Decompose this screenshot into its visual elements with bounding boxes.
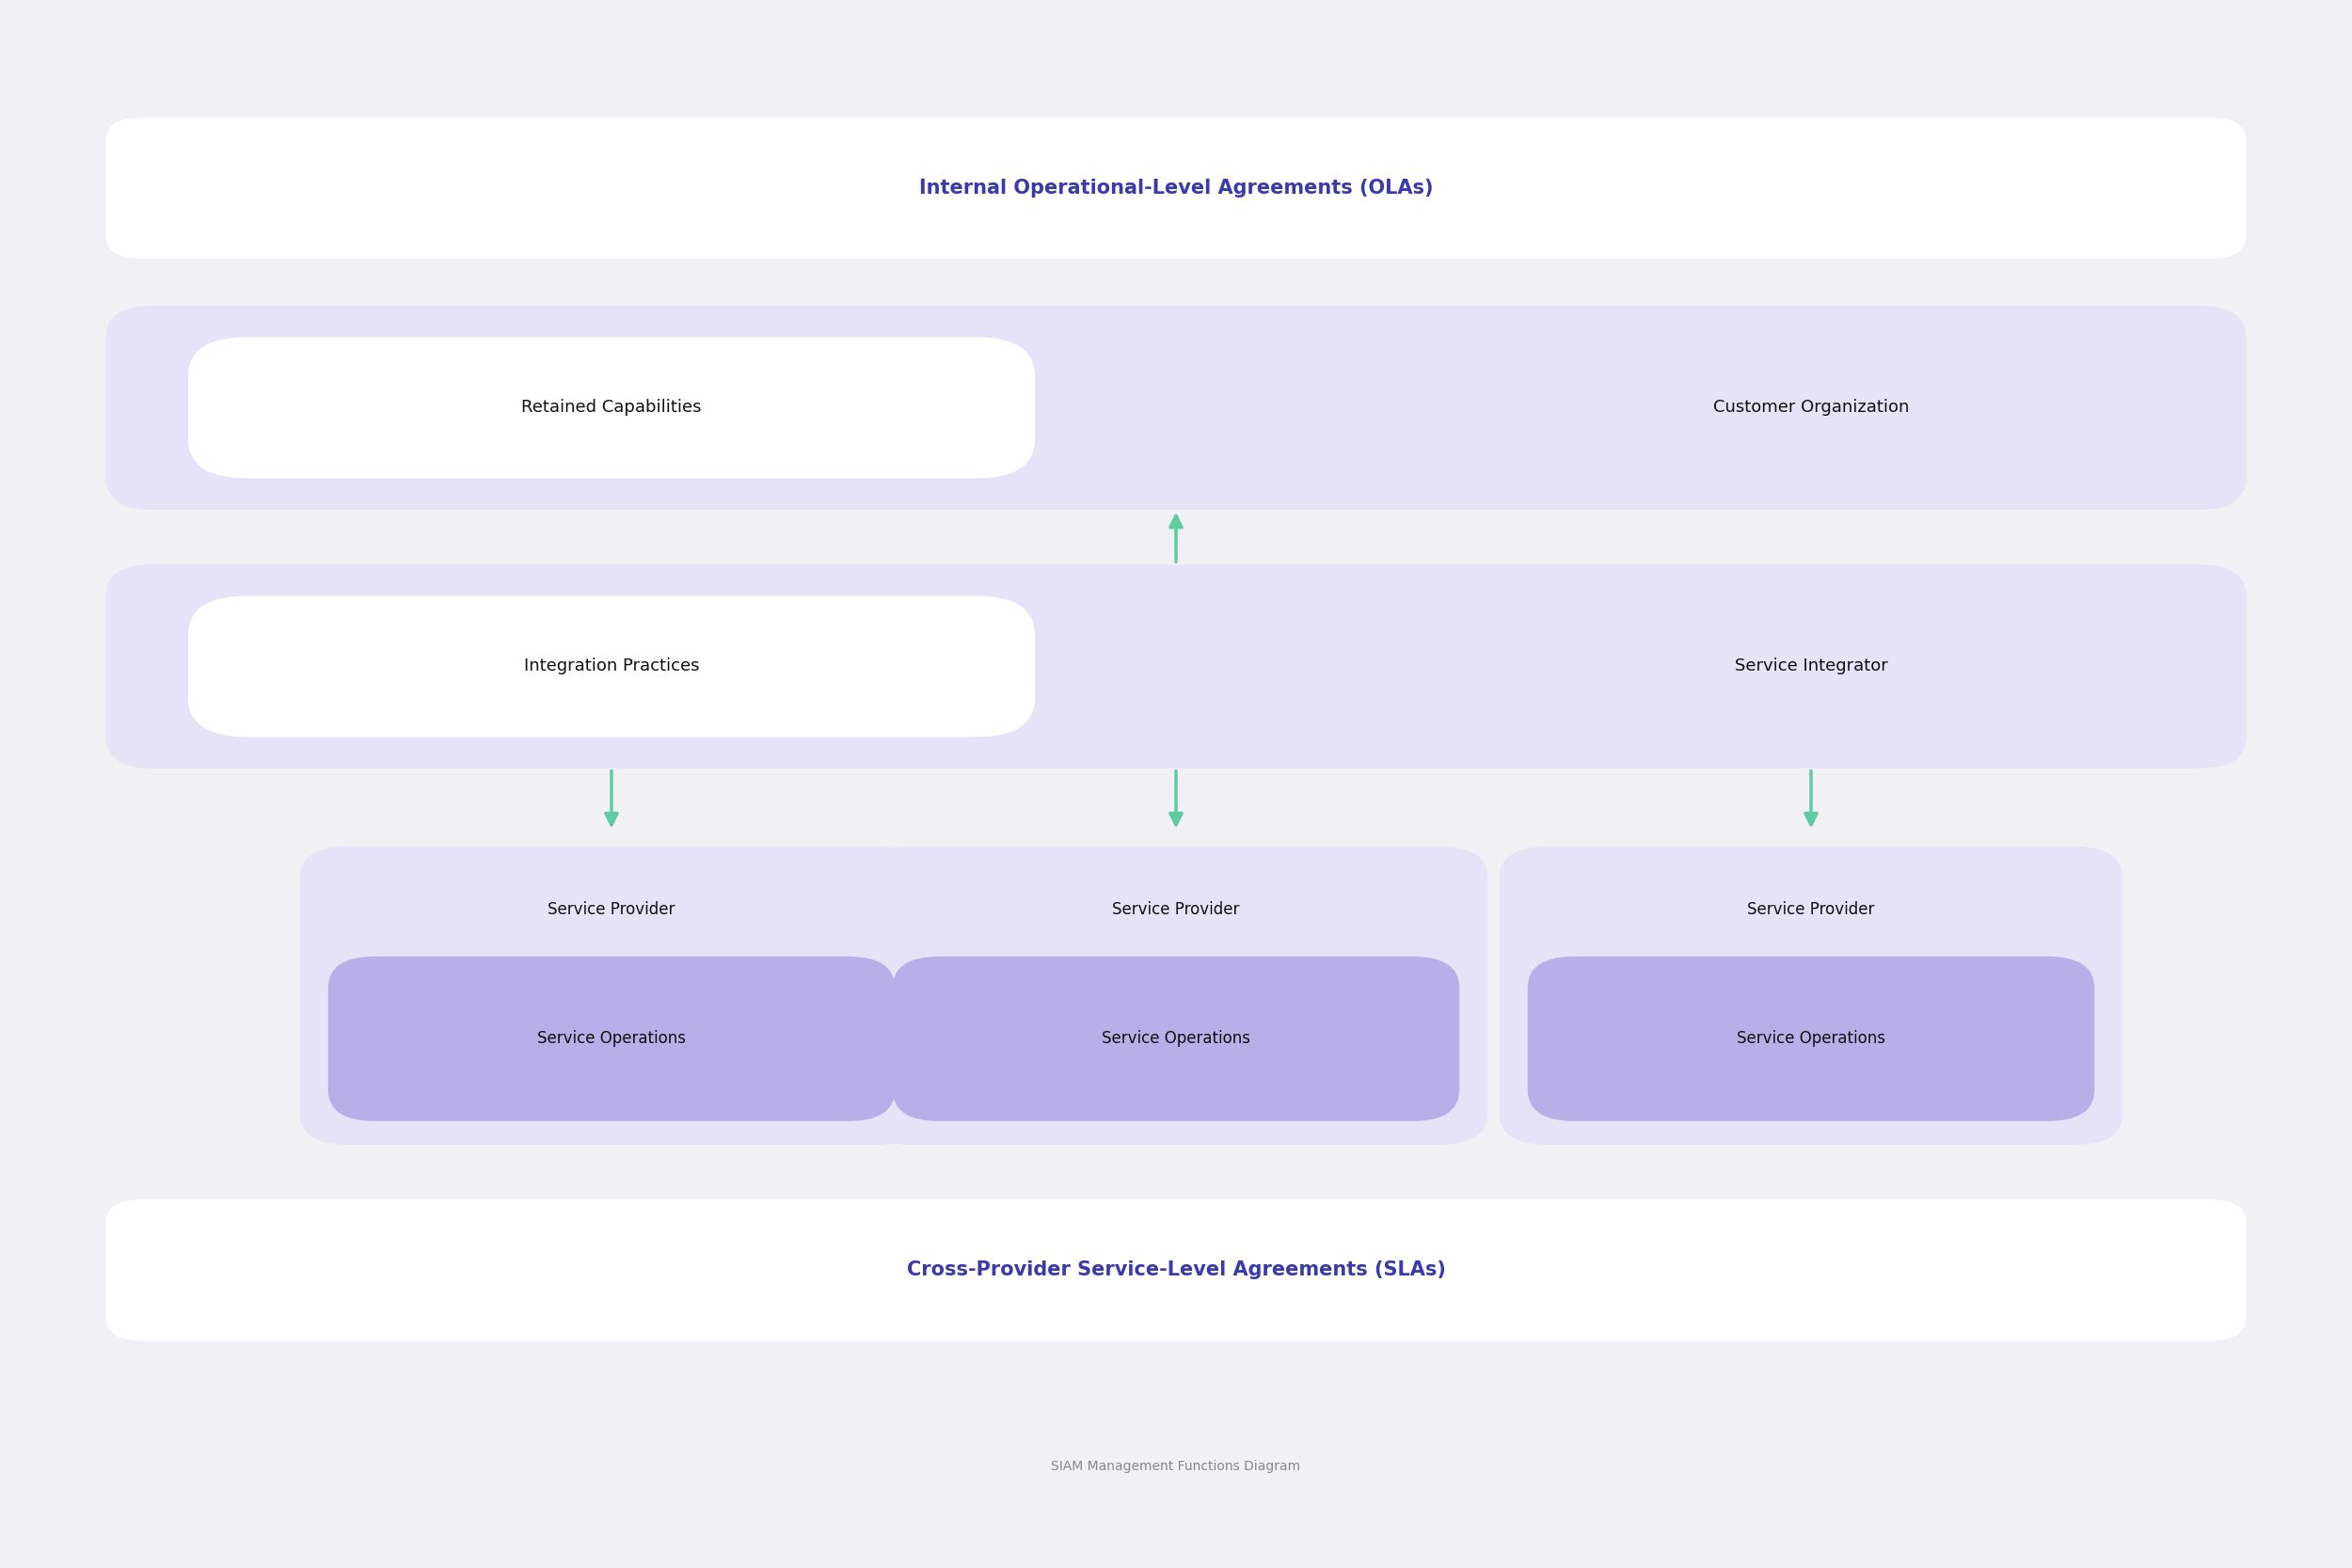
Text: Service Provider: Service Provider: [548, 902, 675, 917]
FancyBboxPatch shape: [188, 596, 1035, 737]
FancyBboxPatch shape: [1501, 847, 2124, 1145]
Text: Cross-Provider Service-Level Agreements (SLAs): Cross-Provider Service-Level Agreements …: [906, 1261, 1446, 1279]
Text: Retained Capabilities: Retained Capabilities: [522, 400, 701, 416]
Text: Service Provider: Service Provider: [1748, 902, 1875, 917]
Text: Service Provider: Service Provider: [1112, 902, 1240, 917]
Text: Service Operations: Service Operations: [1101, 1030, 1251, 1047]
Text: Integration Practices: Integration Practices: [524, 659, 699, 674]
Text: Customer Organization: Customer Organization: [1712, 400, 1910, 416]
Text: Internal Operational-Level Agreements (OLAs): Internal Operational-Level Agreements (O…: [920, 179, 1432, 198]
FancyBboxPatch shape: [106, 1200, 2246, 1341]
FancyBboxPatch shape: [1529, 956, 2096, 1121]
FancyBboxPatch shape: [329, 956, 894, 1121]
FancyBboxPatch shape: [894, 956, 1458, 1121]
Text: Service Operations: Service Operations: [536, 1030, 687, 1047]
Text: Service Integrator: Service Integrator: [1733, 659, 1889, 674]
FancyBboxPatch shape: [106, 306, 2246, 510]
FancyBboxPatch shape: [301, 847, 922, 1145]
FancyBboxPatch shape: [106, 118, 2246, 259]
FancyBboxPatch shape: [188, 337, 1035, 478]
FancyBboxPatch shape: [106, 564, 2246, 768]
FancyBboxPatch shape: [866, 847, 1489, 1145]
Text: SIAM Management Functions Diagram: SIAM Management Functions Diagram: [1051, 1460, 1301, 1472]
Text: Service Operations: Service Operations: [1736, 1030, 1886, 1047]
